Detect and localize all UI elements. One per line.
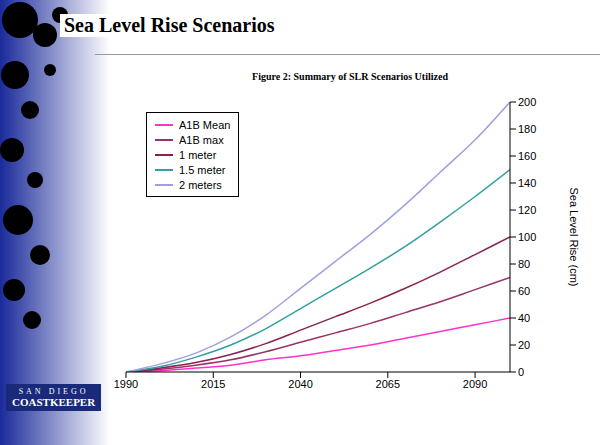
svg-text:0: 0	[518, 366, 524, 378]
html-text:Sea Level Rise Scenarios: Sea Level Rise Scenarios	[64, 14, 275, 36]
html-text:SAN DIEGO: SAN DIEGO	[18, 387, 89, 396]
svg-text:60: 60	[518, 285, 530, 297]
html-text:1.5 meter: 1.5 meter	[179, 163, 226, 176]
html-text:A1B Mean: A1B Mean	[179, 118, 231, 131]
svg-text:160: 160	[518, 150, 536, 162]
html-text:Figure 2: Summary of SLR Scena: Figure 2: Summary of SLR Scenarios Utili…	[252, 71, 448, 82]
svg-text:2015: 2015	[201, 378, 225, 390]
svg-text:2090: 2090	[463, 378, 487, 390]
svg-text:2040: 2040	[288, 378, 312, 390]
svg-text:180: 180	[518, 123, 536, 135]
html-text:A1B max: A1B max	[179, 133, 224, 146]
svg-text:2065: 2065	[376, 378, 400, 390]
svg-text:40: 40	[518, 312, 530, 324]
svg-text:120: 120	[518, 204, 536, 216]
html-text:COASTKEEPER: COASTKEEPER	[12, 396, 96, 408]
html-text:1 meter: 1 meter	[179, 148, 217, 161]
svg-text:Sea Level Rise (cm): Sea Level Rise (cm)	[568, 187, 580, 286]
svg-text:200: 200	[518, 96, 536, 108]
html-text:2 meters: 2 meters	[179, 178, 222, 191]
svg-text:1990: 1990	[114, 378, 138, 390]
svg-text:140: 140	[518, 177, 536, 189]
svg-text:20: 20	[518, 339, 530, 351]
svg-text:100: 100	[518, 231, 536, 243]
svg-text:80: 80	[518, 258, 530, 270]
